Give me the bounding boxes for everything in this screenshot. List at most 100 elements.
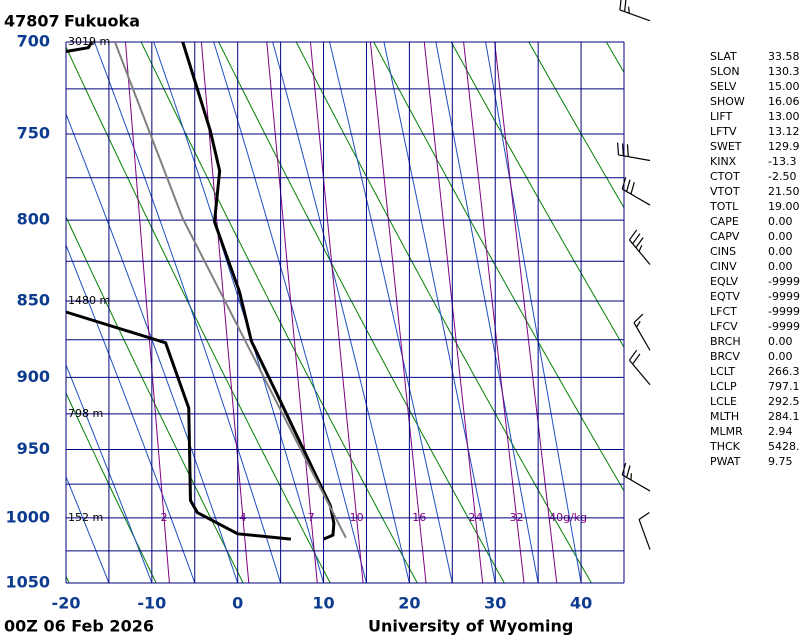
profile-line	[65, 41, 94, 53]
dry-adiabat	[528, 42, 624, 209]
barb-flag	[628, 229, 638, 241]
dry-adiabat	[140, 42, 418, 583]
height-label: 1480 m	[68, 294, 110, 307]
y-tick-label: 950	[17, 439, 50, 458]
barb-staff	[638, 519, 651, 550]
index-value: 9.75	[768, 455, 793, 468]
mixing-ratio-line	[423, 42, 484, 583]
barb-flag	[624, 0, 627, 12]
barb-flag	[621, 143, 625, 156]
index-name: PWAT	[710, 455, 741, 468]
x-tick-label: 10	[312, 594, 334, 613]
index-value: 21.50	[768, 185, 800, 198]
barb-staff	[619, 9, 651, 22]
barb-flag	[638, 245, 643, 252]
moist-adiabat	[213, 42, 367, 583]
barb-staff	[621, 188, 651, 206]
index-value: 266.3	[768, 365, 800, 378]
index-name: LCLT	[710, 365, 735, 378]
index-value: 33.58	[768, 50, 800, 63]
x-tick-label: 30	[484, 594, 506, 613]
barb-flag	[633, 313, 644, 324]
index-name: BRCH	[710, 335, 741, 348]
index-value: -13.3	[768, 155, 796, 168]
index-name: MLTH	[710, 410, 739, 423]
index-value: -9999	[768, 275, 800, 288]
profile-line	[113, 41, 347, 539]
index-name: TOTL	[709, 200, 739, 213]
moist-adiabat	[66, 363, 153, 583]
barb-flag	[635, 237, 644, 248]
moist-adiabat	[66, 475, 110, 583]
index-value: 19.00	[768, 200, 800, 213]
wind-barb	[628, 349, 651, 386]
index-value: -9999	[768, 290, 800, 303]
barb-flag	[632, 353, 641, 365]
dry-adiabat	[373, 42, 624, 492]
dry-adiabat	[218, 42, 505, 583]
x-tick-label: 0	[232, 594, 243, 613]
index-name: LCLE	[710, 395, 737, 408]
moist-adiabat	[383, 42, 496, 583]
y-tick-label: 1050	[5, 573, 50, 592]
footer-date: 00Z 06 Feb 2026	[4, 617, 154, 636]
profile-line	[181, 41, 336, 541]
index-name: SELV	[710, 80, 737, 93]
index-value: 0.00	[768, 245, 793, 258]
barb-staff	[628, 239, 651, 265]
y-tick-label: 1000	[5, 507, 50, 526]
barb-staff	[621, 474, 651, 492]
index-value: 2.94	[768, 425, 793, 438]
x-tick-label: 40	[570, 594, 592, 613]
y-tick-label: 850	[17, 291, 50, 310]
mixing-ratio-line	[124, 42, 170, 583]
barb-flag	[635, 321, 641, 328]
index-value: 797.1	[768, 380, 800, 393]
moist-adiabat	[272, 42, 410, 583]
moist-adiabat	[329, 42, 453, 583]
y-tick-label: 750	[17, 124, 50, 143]
index-name: LFCV	[710, 320, 738, 333]
y-tick-label: 900	[17, 367, 50, 386]
index-name: THCK	[709, 440, 741, 453]
index-name: SLON	[710, 65, 740, 78]
index-value: 129.9	[768, 140, 800, 153]
index-name: LIFT	[710, 110, 733, 123]
index-value: -2.50	[768, 170, 796, 183]
height-label: 3019 m	[68, 35, 110, 48]
y-tick-label: 700	[17, 32, 50, 51]
moist-adiabat	[93, 42, 282, 583]
index-name: CTOT	[710, 170, 740, 183]
index-value: 16.06	[768, 95, 800, 108]
index-name: LFCT	[710, 305, 737, 318]
wind-barb	[638, 512, 651, 550]
mixing-ratio-line	[309, 42, 364, 583]
index-value: 0.00	[768, 335, 793, 348]
index-name: LFTV	[710, 125, 737, 138]
barb-staff	[633, 322, 651, 351]
index-name: EQLV	[710, 275, 739, 288]
wind-barb	[628, 229, 651, 265]
profile-line	[65, 310, 292, 541]
barb-flag	[630, 182, 635, 195]
mixing-ratio-line	[266, 42, 318, 583]
moist-adiabat	[66, 243, 196, 583]
barb-flag	[626, 465, 631, 478]
wind-barb	[633, 313, 651, 351]
index-name: SWET	[710, 140, 742, 153]
index-value: 130.38	[768, 65, 800, 78]
index-name: VTOT	[710, 185, 740, 198]
index-name: LCLP	[710, 380, 737, 393]
barb-flag	[621, 462, 627, 476]
index-value: -9999	[768, 320, 800, 333]
wind-barb	[621, 462, 651, 492]
moist-adiabat	[435, 42, 539, 583]
index-name: EQTV	[710, 290, 740, 303]
x-tick-label: -10	[137, 594, 166, 613]
height-label: 798 m	[68, 407, 103, 420]
index-name: SLAT	[710, 50, 737, 63]
index-value: 284.1	[768, 410, 800, 423]
mixing-ratio-line	[463, 42, 525, 583]
height-label: 152 m	[68, 511, 103, 524]
